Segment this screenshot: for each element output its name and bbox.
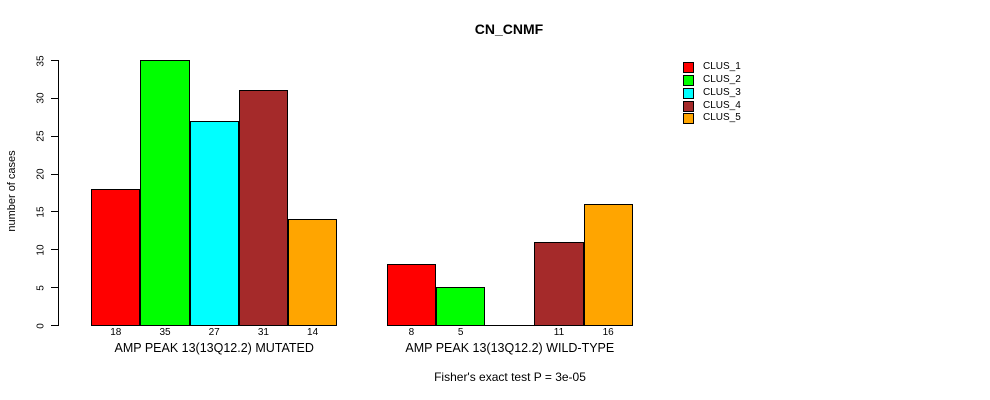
- y-tick: [50, 287, 58, 289]
- y-tick-label: 30: [35, 92, 47, 104]
- bar-CLUS_4: [534, 241, 584, 326]
- bar-value-label: 16: [602, 327, 614, 338]
- legend-label: CLUS_3: [703, 86, 741, 98]
- chart-title: CN_CNMF: [474, 21, 544, 37]
- y-axis-label: number of cases: [6, 150, 18, 232]
- bar-CLUS_3: [189, 120, 239, 326]
- bar-value-label: 27: [208, 327, 220, 338]
- legend-color-swatch: [683, 62, 694, 73]
- caption-fisher-test: Fisher's exact test P = 3e-05: [434, 370, 586, 384]
- bar-CLUS_2: [436, 287, 486, 326]
- bar-value-label: 31: [257, 327, 269, 338]
- y-tick: [50, 60, 58, 61]
- y-tick-label: 10: [35, 244, 47, 256]
- y-tick-label: 25: [35, 130, 47, 142]
- legend-label: CLUS_1: [703, 61, 741, 72]
- group-label: AMP PEAK 13(13Q12.2) MUTATED: [114, 341, 314, 355]
- y-tick-label: 20: [35, 168, 47, 180]
- legend-color-swatch: [683, 113, 694, 125]
- bar-CLUS_5: [288, 219, 338, 326]
- bar-zero-CLUS_3: [485, 325, 536, 326]
- bar-value-label: 8: [408, 327, 415, 338]
- legend-color-swatch: [683, 100, 694, 112]
- bar-CLUS_5: [583, 203, 633, 326]
- y-tick-label: 35: [35, 54, 47, 67]
- y-tick: [50, 135, 58, 137]
- legend-label: CLUS_2: [703, 73, 741, 85]
- y-tick: [50, 325, 58, 326]
- bar-value-label: 5: [457, 327, 464, 338]
- bar-value-label: 18: [110, 327, 122, 338]
- y-tick-label: 5: [35, 284, 47, 291]
- y-tick-label: 15: [35, 206, 47, 218]
- legend-color-swatch: [683, 74, 694, 86]
- y-tick-label: 0: [35, 322, 47, 329]
- y-tick: [50, 173, 58, 175]
- y-tick: [50, 211, 58, 213]
- bar-value-label: 14: [307, 327, 319, 338]
- bar-value-label: 35: [159, 327, 171, 338]
- bar-CLUS_1: [91, 188, 141, 326]
- bar-CLUS_2: [140, 60, 190, 326]
- legend-label: CLUS_4: [703, 99, 741, 111]
- y-axis-line: [57, 60, 59, 326]
- legend-label: CLUS_5: [703, 112, 741, 124]
- bar-CLUS_1: [386, 264, 436, 326]
- bar-CLUS_4: [238, 90, 288, 326]
- legend-color-swatch: [683, 87, 694, 99]
- y-tick: [50, 249, 58, 251]
- y-tick: [50, 97, 58, 99]
- group-label: AMP PEAK 13(13Q12.2) WILD-TYPE: [405, 341, 615, 355]
- bar-value-label: 11: [553, 327, 565, 338]
